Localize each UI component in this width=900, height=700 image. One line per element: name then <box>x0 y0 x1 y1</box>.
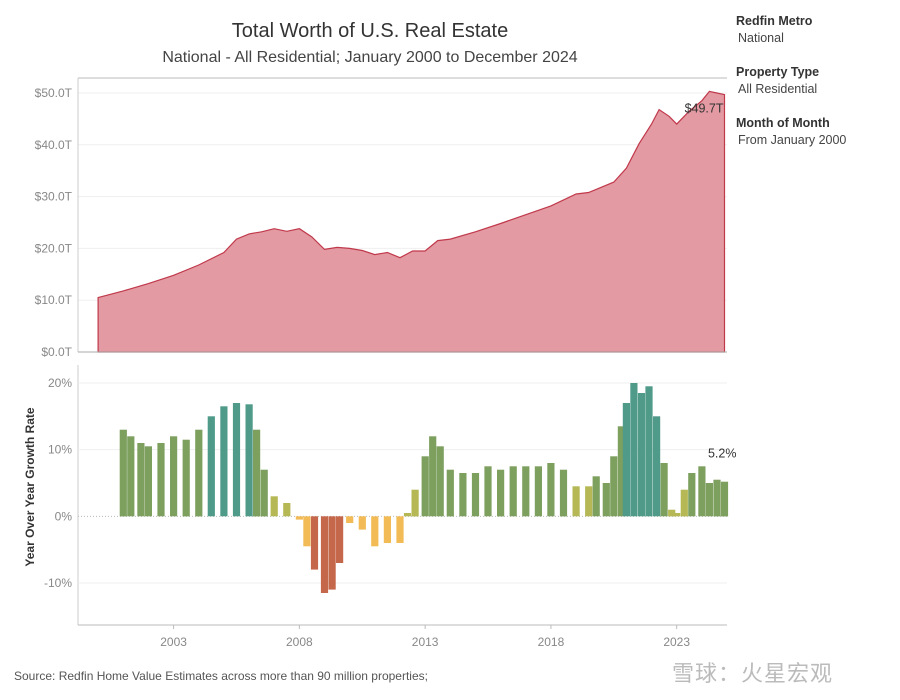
filter-metro[interactable]: Redfin Metro National <box>736 14 896 45</box>
growth-bar <box>220 406 228 517</box>
watermark-logo: 雪球：火星宏观 <box>672 662 834 687</box>
growth-bar <box>270 496 278 517</box>
filter-value[interactable]: From January 2000 <box>738 133 847 147</box>
growth-bar <box>680 489 688 517</box>
growth-bar <box>295 516 303 520</box>
growth-bar <box>260 469 268 517</box>
growth-bar <box>522 466 530 517</box>
growth-bar <box>195 429 203 517</box>
growth-bar <box>497 469 505 517</box>
growth-bar <box>207 416 215 517</box>
growth-bar <box>617 426 625 517</box>
x-tick-label: 2008 <box>286 635 313 649</box>
filter-label: Property Type <box>736 65 820 79</box>
area-y-tick-label: $40.0T <box>35 138 73 152</box>
x-tick-label: 2023 <box>663 635 690 649</box>
growth-bar <box>429 436 437 517</box>
area-y-tick-label: $30.0T <box>35 190 73 204</box>
growth-bar <box>283 503 291 517</box>
growth-bar <box>705 483 713 517</box>
growth-bar <box>645 386 653 517</box>
area-y-tick-label: $10.0T <box>35 293 73 307</box>
growth-bar <box>411 489 419 517</box>
x-tick-label: 2013 <box>412 635 439 649</box>
growth-bar <box>303 516 311 547</box>
growth-bar <box>484 466 492 517</box>
growth-bar <box>127 436 135 517</box>
growth-bar <box>446 469 454 517</box>
growth-bar <box>119 429 127 517</box>
growth-bar <box>170 436 178 517</box>
growth-bar <box>610 456 618 517</box>
area-y-tick-label: $20.0T <box>35 241 73 255</box>
growth-bar <box>328 516 336 590</box>
growth-bar <box>346 516 354 523</box>
bar-y-tick-label: 10% <box>48 443 72 457</box>
growth-bar <box>421 456 429 517</box>
growth-bar <box>157 443 165 517</box>
growth-bar <box>358 516 366 530</box>
growth-bar <box>653 416 661 517</box>
growth-bar <box>336 516 344 563</box>
growth-bar <box>688 473 696 517</box>
growth-bar <box>592 476 600 517</box>
filter-value[interactable]: National <box>738 31 784 45</box>
growth-bar <box>622 403 630 517</box>
growth-bar <box>585 486 593 517</box>
filter-label: Month of Month <box>736 116 830 130</box>
growth-bar <box>310 516 319 570</box>
filter-label: Redfin Metro <box>736 14 813 28</box>
growth-bar <box>182 439 190 517</box>
growth-bar <box>559 469 568 517</box>
growth-bar <box>572 486 580 517</box>
bar-y-axis-label: Year Over Year Growth Rate <box>23 407 37 567</box>
growth-bar <box>371 516 379 547</box>
growth-bar <box>637 393 646 517</box>
growth-bar <box>713 479 721 517</box>
chart-subtitle: National - All Residential; January 2000… <box>162 49 578 66</box>
growth-bar <box>396 516 404 543</box>
growth-bar <box>509 466 517 517</box>
filter-value[interactable]: All Residential <box>738 82 818 96</box>
filter-property-type[interactable]: Property Type All Residential <box>736 65 896 96</box>
growth-bar <box>698 466 706 517</box>
growth-bar <box>232 403 241 517</box>
growth-bar <box>253 429 261 517</box>
source-note: Source: Redfin Home Value Estimates acro… <box>14 669 428 683</box>
growth-bar <box>720 481 729 517</box>
area-y-tick-label: $50.0T <box>35 86 73 100</box>
growth-bar <box>673 513 681 517</box>
growth-bar <box>245 404 253 517</box>
chart-title: Total Worth of U.S. Real Estate <box>231 20 509 42</box>
bar-y-tick-label: 0% <box>55 509 73 523</box>
growth-bar <box>602 483 610 517</box>
growth-bar <box>660 463 668 517</box>
growth-bar <box>534 466 542 517</box>
growth-bar <box>144 446 152 517</box>
area-last-value-label: $49.7T <box>685 102 724 116</box>
growth-bar <box>547 463 555 517</box>
growth-bar <box>383 516 391 543</box>
bar-y-tick-label: 20% <box>48 376 72 390</box>
area-series-total-worth <box>97 90 726 353</box>
bar-y-tick-label: -10% <box>44 576 72 590</box>
growth-bar <box>403 513 412 517</box>
growth-bar <box>137 443 145 517</box>
growth-bar <box>436 446 444 517</box>
growth-bar <box>471 473 480 517</box>
growth-bar <box>668 509 676 517</box>
x-tick-label: 2003 <box>160 635 187 649</box>
growth-bar <box>459 473 467 517</box>
growth-bar <box>630 383 638 517</box>
bar-last-value-label: 5.2% <box>708 447 737 461</box>
growth-bar <box>320 516 329 593</box>
filter-month[interactable]: Month of Month From January 2000 <box>736 116 896 147</box>
area-y-tick-label: $0.0T <box>41 345 72 359</box>
filters-panel: Redfin Metro National Property Type All … <box>736 14 896 167</box>
x-tick-label: 2018 <box>538 635 565 649</box>
